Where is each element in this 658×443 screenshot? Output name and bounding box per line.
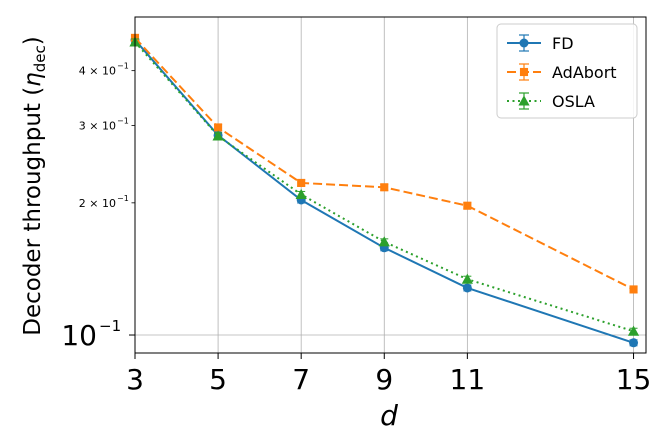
series-layer <box>129 33 640 348</box>
x-tick-label: 9 <box>375 363 393 396</box>
legend-marker <box>519 38 529 48</box>
x-tick-label: 7 <box>292 363 310 396</box>
y-tick-label-exponent: −1 <box>117 194 129 203</box>
x-tick-label: 11 <box>450 363 486 396</box>
x-axis-ticks: 3 5 7 9 11 15 <box>126 353 651 396</box>
y-tick-label-exponent: −1 <box>117 62 129 71</box>
legend-item-osla: OSLA <box>507 92 595 111</box>
x-tick-label: 3 <box>126 363 144 396</box>
y-tick-label-exponent: −1 <box>99 317 121 335</box>
data-point <box>380 183 389 192</box>
series-line <box>134 39 634 344</box>
data-point <box>297 178 306 187</box>
data-point <box>295 188 307 199</box>
legend-marker <box>518 95 530 106</box>
y-axis-label: Decoder throughput (ηdec) <box>20 36 49 336</box>
data-point <box>463 201 472 210</box>
data-point <box>212 130 224 141</box>
x-tick-label: 15 <box>616 363 652 396</box>
y-axis-label-eta: η <box>20 72 46 87</box>
x-tick-label: 5 <box>209 363 227 396</box>
data-point <box>462 283 472 293</box>
data-point <box>627 325 640 336</box>
y-tick-label: 4 × 10 <box>79 65 116 78</box>
legend-label: FD <box>552 34 574 53</box>
data-point <box>214 123 223 132</box>
legend-label: OSLA <box>552 92 595 111</box>
data-point <box>629 338 639 348</box>
data-point <box>378 236 390 247</box>
y-tick-label: 2 × 10 <box>79 197 116 210</box>
y-axis-ticks: 4 × 10 −13 × 10 −12 × 10 −110 −1 <box>61 62 135 352</box>
y-axis-label-text: Decoder throughput ( <box>20 87 46 336</box>
plot-area <box>134 16 647 354</box>
legend-item-fd: FD <box>507 34 574 53</box>
series-line <box>134 37 634 291</box>
data-point <box>629 285 638 294</box>
data-point <box>461 273 473 284</box>
series-osla <box>129 36 640 336</box>
legend-marker <box>519 67 529 77</box>
y-tick-label: 10 <box>61 319 97 352</box>
legend-item-adabort: AdAbort <box>507 63 617 82</box>
y-tick-label: 3 × 10 <box>79 120 116 133</box>
series-line <box>134 41 634 333</box>
legend: FD AdAbort OSLA <box>496 23 638 119</box>
y-axis-label-close: ) <box>20 36 46 45</box>
x-axis-label: d <box>380 399 398 432</box>
legend-label: AdAbort <box>552 63 617 82</box>
y-tick-label-exponent: −1 <box>117 117 129 126</box>
y-axis-label-subscript: dec <box>31 45 49 72</box>
legend-box <box>496 23 638 119</box>
